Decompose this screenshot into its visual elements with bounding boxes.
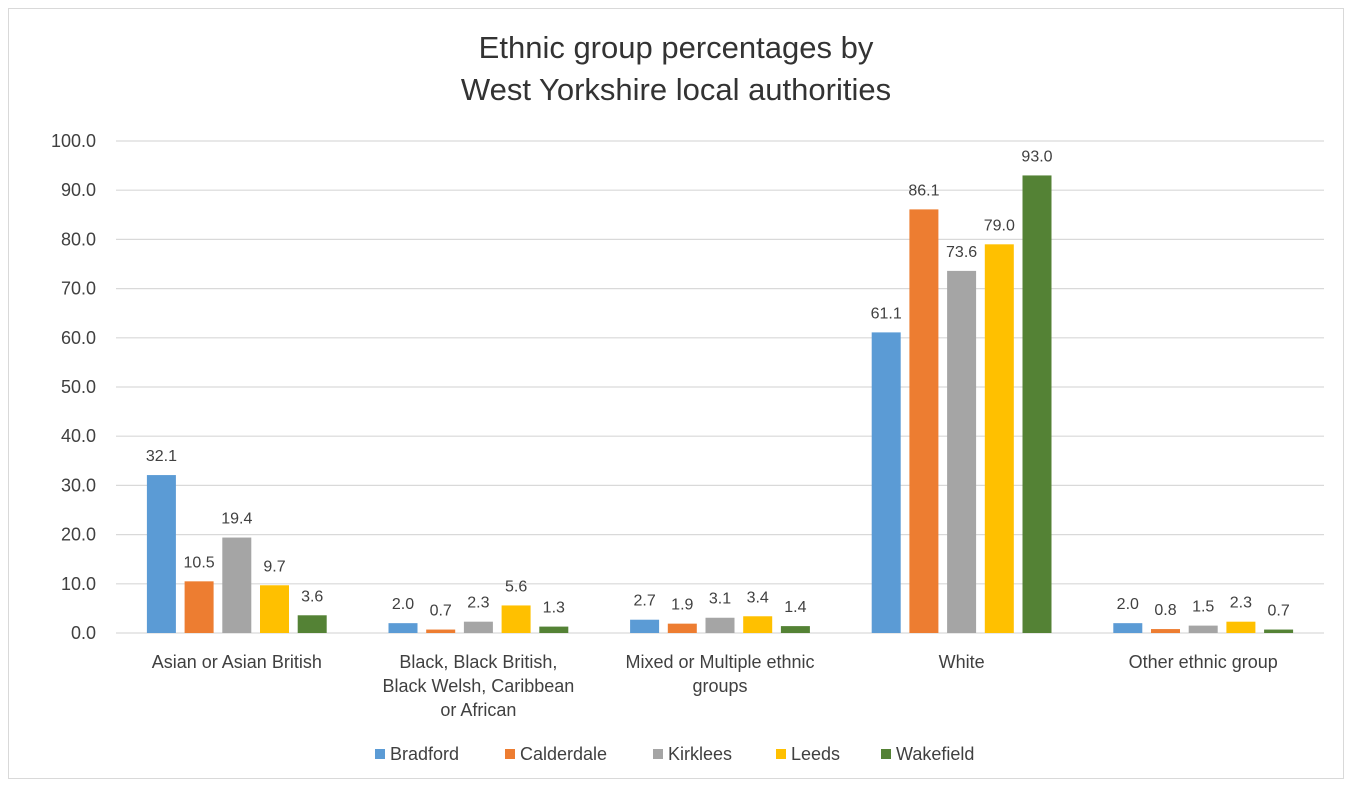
x-tick-label: Black, Black British,	[399, 652, 557, 672]
data-label: 1.4	[784, 599, 806, 616]
data-label: 10.5	[184, 554, 215, 571]
gridlines	[116, 140, 1324, 634]
data-labels: 32.1 10.5 19.4 9.7 3.6 2.0 0.7 2.3 5.6 1.3 2.7 1.9 3…	[146, 148, 1290, 619]
data-label: 73.6	[946, 244, 977, 261]
bar	[501, 605, 531, 633]
bar	[1226, 621, 1256, 633]
chart-title-line: West Yorkshire local authorities	[461, 72, 891, 107]
legend-swatch	[505, 749, 515, 759]
bar	[463, 621, 493, 633]
legend-swatch	[653, 749, 663, 759]
bar	[260, 585, 289, 633]
data-label: 2.3	[467, 595, 489, 612]
y-tick-label: 20.0	[61, 525, 96, 545]
data-label: 1.9	[671, 597, 693, 614]
x-axis-ticks: Asian or Asian British Black, Black Briti…	[152, 652, 1278, 720]
data-label: 0.8	[1154, 602, 1176, 619]
x-tick-label: groups	[692, 676, 747, 696]
legend-label: Kirklees	[668, 744, 732, 764]
bar	[1264, 629, 1294, 633]
chart-title: Ethnic group percentages by West Yorkshir…	[461, 30, 891, 107]
bar	[630, 619, 660, 633]
data-label: 3.4	[747, 589, 769, 606]
data-label: 0.7	[1267, 603, 1289, 620]
legend-label: Leeds	[791, 744, 840, 764]
legend-swatch	[881, 749, 891, 759]
bar	[426, 629, 456, 633]
bar	[984, 244, 1014, 633]
legend-label: Calderdale	[520, 744, 607, 764]
data-label: 9.7	[263, 558, 285, 575]
y-tick-label: 80.0	[61, 229, 96, 249]
x-tick-label: Asian or Asian British	[152, 652, 322, 672]
data-label: 2.0	[1117, 596, 1139, 613]
bar	[539, 626, 569, 633]
bar	[705, 617, 735, 633]
legend-swatch	[776, 749, 786, 759]
y-tick-label: 40.0	[61, 426, 96, 446]
bar	[667, 623, 697, 633]
data-label: 2.0	[392, 596, 414, 613]
data-label: 3.1	[709, 591, 731, 608]
legend-label: Bradford	[390, 744, 459, 764]
legend-swatch	[375, 749, 385, 759]
bar	[947, 270, 977, 633]
bar	[222, 537, 252, 633]
data-label: 32.1	[146, 448, 177, 465]
data-label: 93.0	[1021, 148, 1052, 165]
y-tick-label: 60.0	[61, 328, 96, 348]
bar	[1151, 629, 1180, 633]
x-tick-label: Black Welsh, Caribbean	[383, 676, 575, 696]
y-tick-label: 30.0	[61, 475, 96, 495]
bar	[1113, 623, 1143, 633]
legend-label: Wakefield	[896, 744, 974, 764]
data-label: 79.0	[984, 217, 1015, 234]
bar	[909, 209, 939, 633]
bar	[146, 475, 176, 633]
x-tick-label: Other ethnic group	[1129, 652, 1278, 672]
x-tick-label: White	[939, 652, 985, 672]
y-tick-label: 100.0	[51, 131, 96, 151]
bar	[780, 626, 810, 633]
y-tick-label: 50.0	[61, 377, 96, 397]
data-label: 86.1	[908, 182, 939, 199]
bars	[146, 175, 1294, 633]
data-label: 5.6	[505, 578, 527, 595]
data-label: 2.3	[1230, 595, 1252, 612]
chart-frame	[8, 8, 1344, 779]
data-label: 19.4	[221, 511, 252, 528]
bar	[871, 332, 901, 633]
y-axis-ticks: 0.0 10.0 20.0 30.0 40.0 50.0 60.0 70.0 80.0 90.0 1…	[51, 131, 96, 643]
data-label: 61.1	[871, 305, 902, 322]
x-tick-label: or African	[440, 700, 516, 720]
bar	[388, 623, 418, 633]
chart-title-line: Ethnic group percentages by	[479, 30, 874, 65]
bar	[743, 616, 773, 633]
y-tick-label: 90.0	[61, 180, 96, 200]
data-label: 2.7	[633, 593, 655, 610]
legend: Bradford Calderdale Kirklees Leeds Wakefield	[375, 744, 974, 764]
y-tick-label: 70.0	[61, 279, 96, 299]
data-label: 0.7	[430, 603, 452, 620]
data-label: 1.3	[543, 600, 565, 617]
data-label: 1.5	[1192, 599, 1214, 616]
data-label: 3.6	[301, 588, 323, 605]
bar	[184, 581, 214, 633]
y-tick-label: 0.0	[71, 623, 96, 643]
y-tick-label: 10.0	[61, 574, 96, 594]
bar	[1188, 625, 1218, 633]
bar	[1022, 175, 1052, 633]
x-tick-label: Mixed or Multiple ethnic	[625, 652, 814, 672]
bar	[297, 615, 327, 633]
